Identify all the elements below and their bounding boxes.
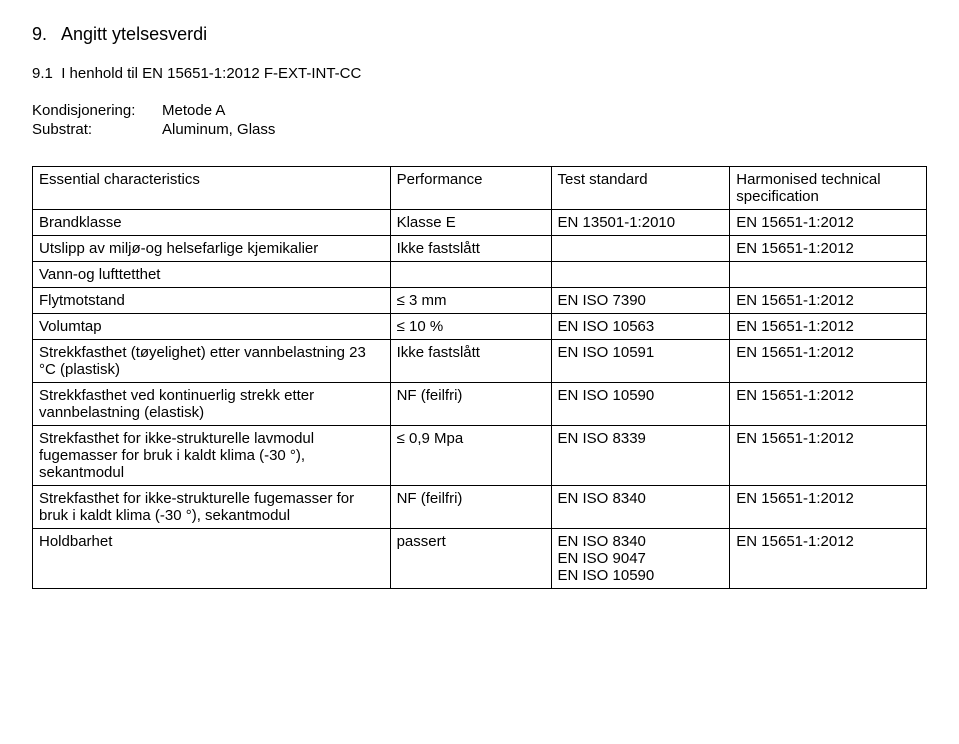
table-cell: EN 15651-1:2012 — [730, 529, 927, 589]
table-cell: Strekkfasthet (tøyelighet) etter vannbel… — [33, 340, 391, 383]
table-row: Utslipp av miljø-og helsefarlige kjemika… — [33, 236, 927, 262]
table-row: Strekfasthet for ikke-strukturelle lavmo… — [33, 426, 927, 486]
table-cell: EN ISO 7390 — [551, 288, 730, 314]
table-cell: EN ISO 10590 — [551, 383, 730, 426]
table-cell: Ikke fastslått — [390, 340, 551, 383]
kondisjonering-value: Metode A — [162, 102, 225, 119]
table-cell: NF (feilfri) — [390, 486, 551, 529]
table-cell: EN ISO 8340 — [551, 486, 730, 529]
section-title: Angitt ytelsesverdi — [61, 24, 207, 44]
subsection-number: 9.1 — [32, 65, 53, 82]
table-cell: EN ISO 8340 EN ISO 9047 EN ISO 10590 — [551, 529, 730, 589]
section-heading: 9. Angitt ytelsesverdi — [32, 24, 927, 45]
table-cell: Strekfasthet for ikke-strukturelle lavmo… — [33, 426, 391, 486]
table-row: Volumtap≤ 10 %EN ISO 10563EN 15651-1:201… — [33, 314, 927, 340]
table-cell — [551, 236, 730, 262]
table-cell — [551, 262, 730, 288]
table-row: Flytmotstand≤ 3 mmEN ISO 7390EN 15651-1:… — [33, 288, 927, 314]
section-number: 9. — [32, 24, 47, 44]
table-cell — [390, 262, 551, 288]
characteristics-table: Essential characteristics Performance Te… — [32, 166, 927, 589]
substrat-value: Aluminum, Glass — [162, 121, 275, 138]
table-cell: passert — [390, 529, 551, 589]
table-cell: Brandklasse — [33, 210, 391, 236]
table-cell: EN 15651-1:2012 — [730, 426, 927, 486]
table-cell: Strekfasthet for ikke-strukturelle fugem… — [33, 486, 391, 529]
table-row: Vann-og lufttetthet — [33, 262, 927, 288]
table-cell: Ikke fastslått — [390, 236, 551, 262]
th-performance: Performance — [390, 167, 551, 210]
table-row: HoldbarhetpassertEN ISO 8340 EN ISO 9047… — [33, 529, 927, 589]
conditioning-block: Kondisjonering: Metode A Substrat: Alumi… — [32, 102, 927, 138]
table-cell: ≤ 3 mm — [390, 288, 551, 314]
kondisjonering-label: Kondisjonering: — [32, 102, 162, 119]
table-cell: Klasse E — [390, 210, 551, 236]
th-essential: Essential characteristics — [33, 167, 391, 210]
table-cell: EN ISO 10563 — [551, 314, 730, 340]
table-cell: EN 15651-1:2012 — [730, 210, 927, 236]
table-cell: ≤ 0,9 Mpa — [390, 426, 551, 486]
table-cell: Holdbarhet — [33, 529, 391, 589]
table-cell: ≤ 10 % — [390, 314, 551, 340]
table-row: Strekkfasthet ved kontinuerlig strekk et… — [33, 383, 927, 426]
table-cell: EN 15651-1:2012 — [730, 236, 927, 262]
table-cell: Strekkfasthet ved kontinuerlig strekk et… — [33, 383, 391, 426]
table-cell: EN ISO 10591 — [551, 340, 730, 383]
table-cell: EN 13501-1:2010 — [551, 210, 730, 236]
th-harmonised: Harmonised technical specification — [730, 167, 927, 210]
th-test-standard: Test standard — [551, 167, 730, 210]
table-cell: EN 15651-1:2012 — [730, 314, 927, 340]
kv-row: Kondisjonering: Metode A — [32, 102, 927, 119]
table-cell — [730, 262, 927, 288]
table-cell: EN ISO 8339 — [551, 426, 730, 486]
table-cell: EN 15651-1:2012 — [730, 340, 927, 383]
table-header-row: Essential characteristics Performance Te… — [33, 167, 927, 210]
table-cell: Vann-og lufttetthet — [33, 262, 391, 288]
substrat-label: Substrat: — [32, 121, 162, 138]
table-cell: EN 15651-1:2012 — [730, 288, 927, 314]
kv-row: Substrat: Aluminum, Glass — [32, 121, 927, 138]
table-cell: EN 15651-1:2012 — [730, 383, 927, 426]
subsection-heading: 9.1 I henhold til EN 15651-1:2012 F-EXT-… — [32, 65, 927, 82]
table-cell: Volumtap — [33, 314, 391, 340]
table-cell: EN 15651-1:2012 — [730, 486, 927, 529]
subsection-title: I henhold til EN 15651-1:2012 F-EXT-INT-… — [61, 65, 361, 82]
table-row: Strekfasthet for ikke-strukturelle fugem… — [33, 486, 927, 529]
table-cell: Flytmotstand — [33, 288, 391, 314]
table-cell: Utslipp av miljø-og helsefarlige kjemika… — [33, 236, 391, 262]
table-row: Strekkfasthet (tøyelighet) etter vannbel… — [33, 340, 927, 383]
table-row: BrandklasseKlasse EEN 13501-1:2010EN 156… — [33, 210, 927, 236]
table-cell: NF (feilfri) — [390, 383, 551, 426]
